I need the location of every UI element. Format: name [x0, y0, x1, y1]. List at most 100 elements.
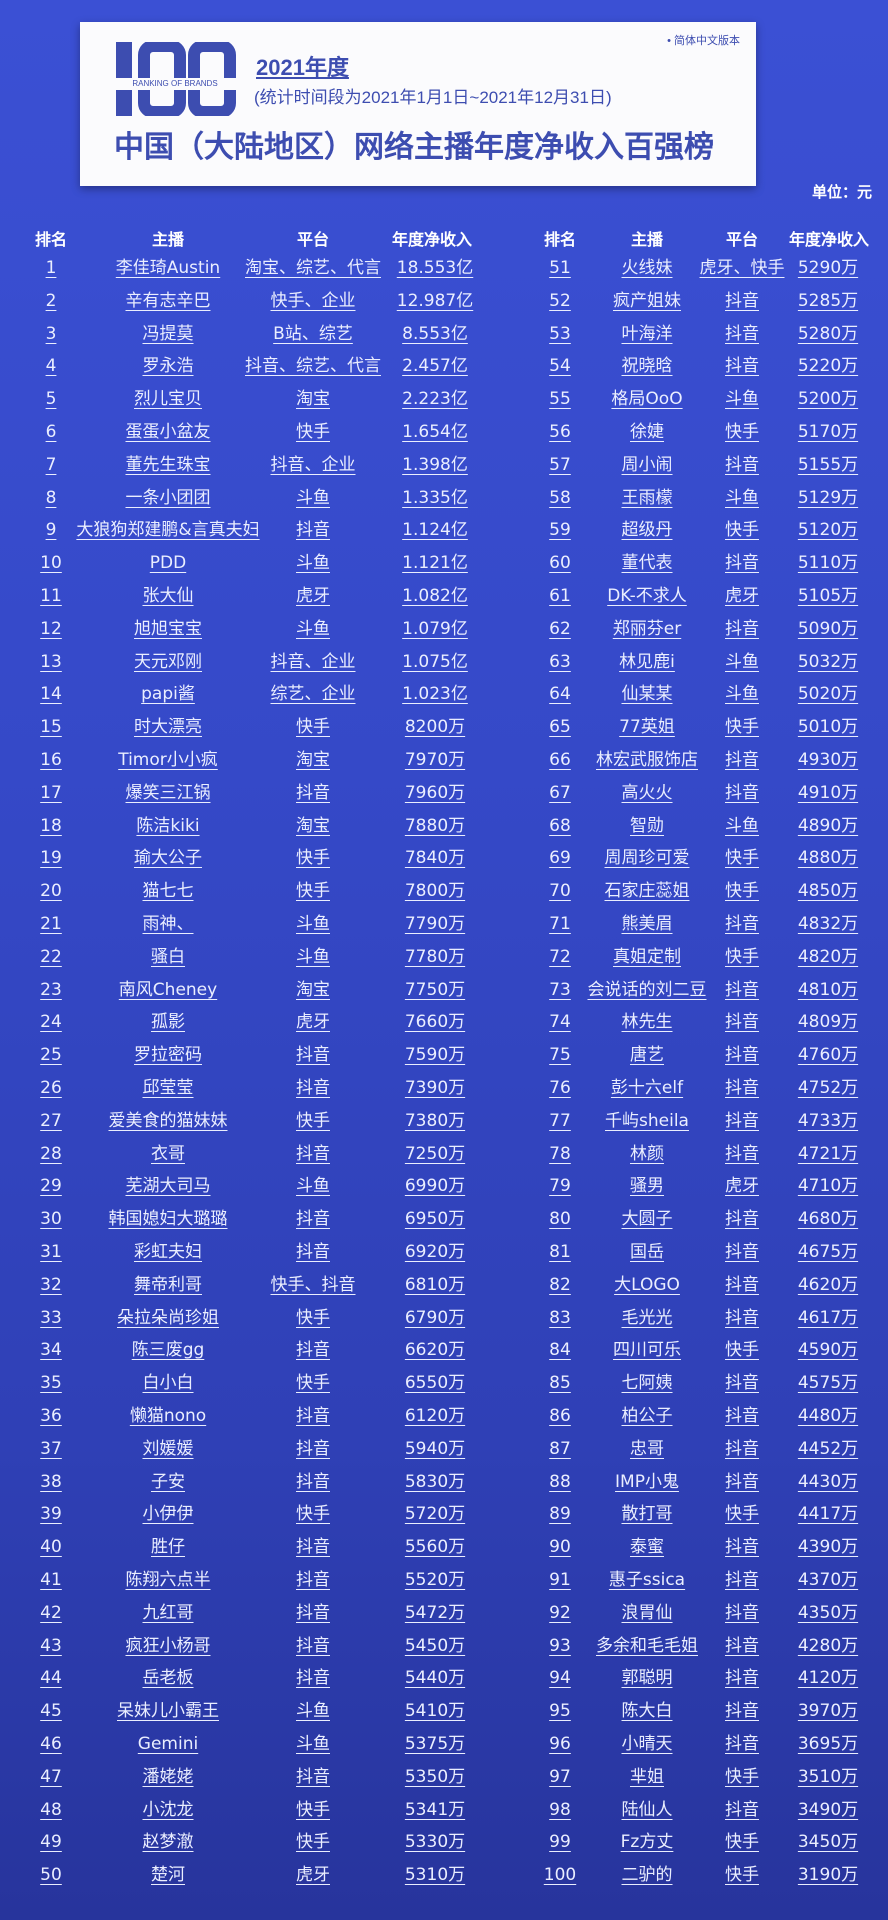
period-label: (统计时间段为2021年1月1日~2021年12月31日) [254, 88, 612, 107]
logo-subtext: RANKING OF BRANDS [132, 79, 218, 88]
row-32-platform: 快手、抖音 [270, 1274, 356, 1295]
row-12-rank: 12 [40, 618, 62, 639]
row-16-rank: 16 [40, 750, 62, 770]
row-47-platform: 抖音 [296, 1766, 330, 1787]
row-42-rank: 42 [40, 1602, 62, 1623]
row-79-rank: 79 [549, 1176, 571, 1197]
row-20-income: 7800万 [404, 881, 466, 902]
row-8-income: 1.335亿 [402, 487, 468, 508]
row-41-streamer-name: 陈翔六点半 [125, 1570, 211, 1590]
row-10-streamer-name: PDD [149, 553, 187, 574]
row-100-streamer-name: 二驴的 [621, 1865, 673, 1886]
row-83-rank: 83 [549, 1307, 571, 1328]
row-84-rank: 84 [549, 1340, 571, 1361]
row-82-income: 4620万 [797, 1274, 859, 1295]
row-40-income: 5560万 [404, 1537, 466, 1558]
row-5-rank: 5 [45, 389, 57, 410]
row-56-rank: 56 [549, 422, 571, 442]
row-51-platform: 虎牙、快手 [699, 258, 785, 278]
row-74-rank: 74 [549, 1012, 571, 1033]
row-36-platform: 抖音 [296, 1406, 330, 1426]
row-66-income: 4930万 [797, 750, 859, 770]
row-98-rank: 98 [549, 1799, 571, 1820]
row-73-rank: 73 [549, 979, 571, 1000]
row-2-rank: 2 [45, 290, 57, 311]
row-68-platform: 斗鱼 [725, 815, 759, 836]
row-93-income: 4280万 [797, 1635, 859, 1656]
row-46-rank: 46 [40, 1734, 62, 1754]
row-37-platform: 抖音 [296, 1438, 330, 1459]
row-94-platform: 抖音 [725, 1668, 759, 1689]
row-21-income: 7790万 [404, 914, 466, 934]
row-40-rank: 40 [40, 1537, 62, 1558]
row-41-platform: 抖音 [296, 1570, 330, 1590]
row-15-income: 8200万 [404, 717, 466, 738]
row-86-platform: 抖音 [725, 1406, 759, 1426]
row-47-income: 5350万 [404, 1766, 466, 1787]
row-46-income: 5375万 [404, 1734, 466, 1754]
row-7-income: 1.398亿 [402, 454, 468, 475]
row-56-income: 5170万 [797, 422, 859, 442]
row-82-streamer-name: 大LOGO [614, 1274, 680, 1295]
header-income: 年度净收入 [788, 232, 870, 249]
row-35-income: 6550万 [404, 1373, 466, 1394]
header-income: 年度净收入 [391, 232, 473, 249]
row-13-platform: 抖音、企业 [270, 651, 356, 672]
row-87-rank: 87 [549, 1438, 571, 1459]
row-18-rank: 18 [40, 815, 62, 836]
row-79-income: 4710万 [797, 1176, 859, 1197]
row-54-platform: 抖音 [725, 356, 759, 377]
row-26-streamer-name: 邱莹莹 [142, 1078, 194, 1098]
header-platform: 平台 [296, 232, 330, 249]
row-96-rank: 96 [549, 1734, 571, 1754]
row-34-income: 6620万 [404, 1340, 466, 1361]
row-1-streamer-name: 李佳琦Austin [115, 258, 221, 278]
row-33-streamer-name: 朵拉朵尚珍姐 [117, 1307, 219, 1328]
row-86-income: 4480万 [797, 1406, 859, 1426]
row-19-streamer-name: 瑜大公子 [134, 848, 202, 869]
row-50-rank: 50 [40, 1865, 62, 1886]
row-99-streamer-name: Fz方丈 [620, 1832, 674, 1853]
row-41-income: 5520万 [404, 1570, 466, 1590]
row-48-income: 5341万 [404, 1799, 466, 1820]
row-44-platform: 抖音 [296, 1668, 330, 1689]
row-17-streamer-name: 爆笑三江锅 [125, 782, 211, 803]
row-39-streamer-name: 小伊伊 [142, 1504, 194, 1525]
row-91-platform: 抖音 [725, 1570, 759, 1590]
row-78-platform: 抖音 [725, 1143, 759, 1164]
row-51-streamer-name: 火线妹 [621, 258, 673, 278]
row-78-rank: 78 [549, 1143, 571, 1164]
row-27-income: 7380万 [404, 1110, 466, 1131]
row-57-streamer-name: 周小闹 [621, 454, 673, 475]
row-69-income: 4880万 [797, 848, 859, 869]
row-59-rank: 59 [549, 520, 571, 541]
row-46-platform: 斗鱼 [296, 1734, 330, 1754]
row-57-rank: 57 [549, 454, 571, 475]
row-98-platform: 抖音 [725, 1799, 759, 1820]
row-11-platform: 虎牙 [296, 586, 330, 606]
row-53-streamer-name: 叶海洋 [621, 323, 673, 344]
row-53-platform: 抖音 [725, 323, 759, 344]
row-14-platform: 综艺、企业 [270, 684, 356, 705]
row-52-streamer-name: 疯产姐妹 [613, 290, 681, 311]
row-81-streamer-name: 国岳 [630, 1242, 664, 1262]
row-26-rank: 26 [40, 1078, 62, 1098]
row-52-platform: 抖音 [725, 290, 759, 311]
row-43-streamer-name: 疯狂小杨哥 [125, 1635, 211, 1656]
row-98-income: 3490万 [797, 1799, 859, 1820]
row-15-platform: 快手 [296, 717, 330, 738]
row-13-income: 1.075亿 [402, 651, 468, 672]
row-33-income: 6790万 [404, 1307, 466, 1328]
row-92-income: 4350万 [797, 1602, 859, 1623]
row-4-income: 2.457亿 [402, 356, 468, 377]
row-95-streamer-name: 陈大白 [621, 1701, 673, 1722]
row-12-platform: 斗鱼 [296, 618, 330, 639]
row-38-income: 5830万 [404, 1471, 466, 1492]
row-42-streamer-name: 九红哥 [142, 1602, 194, 1623]
row-30-platform: 抖音 [296, 1209, 330, 1230]
row-36-income: 6120万 [404, 1406, 466, 1426]
row-17-rank: 17 [40, 782, 62, 803]
row-6-streamer-name: 蛋蛋小盆友 [125, 422, 211, 442]
row-77-platform: 抖音 [725, 1110, 759, 1131]
row-47-rank: 47 [40, 1766, 62, 1787]
